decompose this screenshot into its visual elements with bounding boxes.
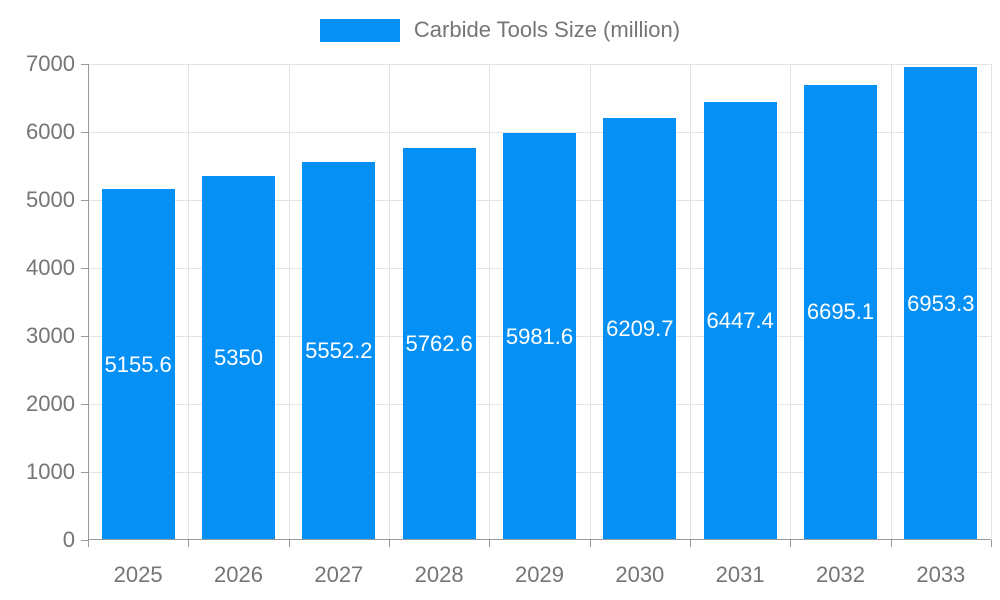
x-axis-tick-mark (991, 540, 992, 547)
y-axis-tick-mark (81, 200, 88, 201)
x-axis-tick-mark (489, 540, 491, 547)
x-gridline (690, 64, 691, 540)
x-gridline (389, 64, 390, 540)
x-axis-tick-mark (589, 540, 591, 547)
y-axis-tick-label: 3000 (26, 323, 75, 348)
y-axis-tick-label: 0 (62, 527, 75, 552)
x-axis-tick-label: 2028 (414, 562, 464, 587)
y-gridline (88, 132, 991, 133)
x-gridline (489, 64, 491, 540)
x-axis-line (88, 539, 991, 540)
x-gridline (188, 64, 190, 540)
x-axis-tick-label: 2026 (214, 562, 263, 587)
legend-label: Carbide Tools Size (million) (413, 17, 681, 42)
x-gridline (589, 64, 591, 540)
plot-area: 5155.6 5350 5552.2 5762.6 5981.6 6209.7 6447.4… (88, 64, 992, 540)
bar-2031 (703, 101, 777, 540)
bar-value-label: 5552.2 (305, 338, 373, 364)
x-axis-tick-label: 2025 (113, 562, 163, 587)
x-axis-tick-label: 2032 (816, 562, 865, 587)
y-axis-tick-mark (81, 540, 88, 541)
x-axis-tick-mark (790, 540, 792, 547)
bar-2028 (402, 148, 476, 540)
x-axis-tick-mark (389, 540, 390, 547)
bar-value-label: 6447.4 (706, 307, 774, 333)
y-axis-tick-mark (81, 336, 88, 337)
y-axis-tick-label: 2000 (26, 391, 75, 416)
bar-2032 (804, 84, 877, 540)
y-axis-tick-mark (81, 404, 88, 405)
x-gridline (890, 64, 892, 540)
bar-value-label: 6209.7 (606, 315, 674, 341)
x-gridline (288, 64, 290, 540)
y-axis-tick-label: 1000 (26, 459, 75, 484)
chart-legend[interactable]: Carbide Tools Size (million) (0, 17, 1000, 43)
x-axis-tick-mark (88, 540, 89, 547)
bar-2027 (302, 162, 376, 540)
x-gridline (790, 64, 792, 540)
y-axis-tick-label: 6000 (26, 119, 75, 144)
y-axis-tick-label: 4000 (26, 255, 75, 280)
bar-value-label: 6953.3 (907, 290, 975, 316)
x-axis-tick-mark (188, 540, 190, 547)
x-axis-tick-label: 2031 (715, 562, 765, 587)
y-gridline (88, 64, 991, 65)
x-axis-tick-label: 2027 (314, 562, 364, 587)
bar-2026 (202, 176, 275, 540)
y-axis-line (88, 64, 89, 540)
y-axis-tick-mark (81, 472, 88, 473)
x-axis-tick-label: 2033 (916, 562, 966, 587)
bar-2029 (503, 133, 576, 540)
bar-value-label: 5762.6 (405, 331, 473, 357)
x-axis-tick-mark (288, 540, 290, 547)
y-axis-tick-mark (81, 64, 88, 65)
y-axis-tick-label: 5000 (26, 187, 75, 212)
bar-value-label: 5155.6 (104, 351, 172, 377)
legend-swatch-icon (319, 18, 400, 42)
y-axis-tick-mark (81, 268, 88, 269)
y-axis-tick-label: 7000 (26, 51, 75, 76)
x-axis-tick-label: 2030 (615, 562, 665, 587)
bar-value-label: 5981.6 (505, 323, 574, 349)
x-axis-tick-mark (890, 540, 892, 547)
bar-2033 (904, 67, 978, 540)
x-axis-tick-mark (690, 540, 691, 547)
x-gridline (991, 64, 992, 540)
bar-2025 (101, 189, 175, 540)
x-axis-tick-label: 2029 (515, 562, 564, 587)
bar-value-label: 5350 (214, 345, 263, 371)
bar-value-label: 6695.1 (806, 299, 875, 325)
bar-2030 (603, 117, 677, 540)
y-axis-tick-mark (81, 132, 88, 133)
